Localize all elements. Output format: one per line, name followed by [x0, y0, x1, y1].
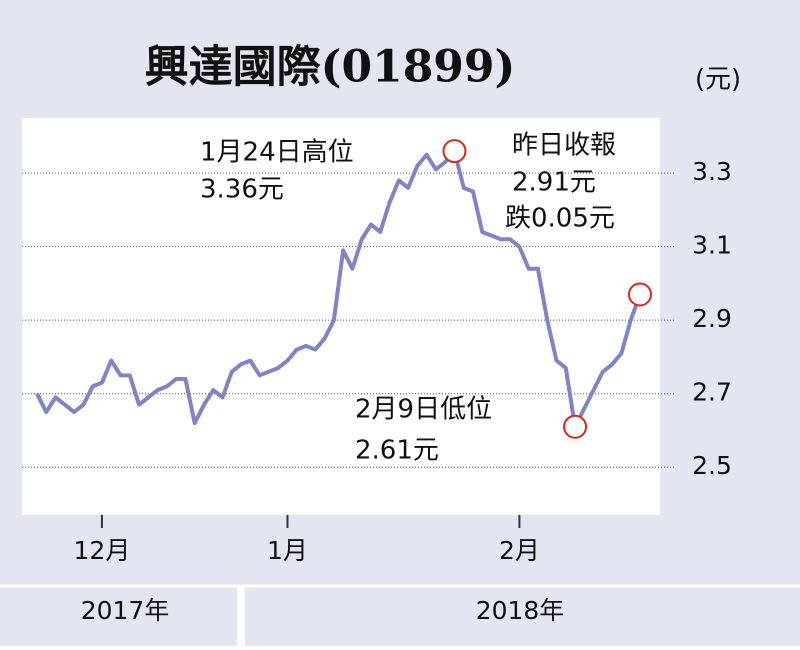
x-tick-label: 12月 — [74, 536, 131, 565]
unit-label: (元) — [695, 65, 741, 95]
plot-area — [22, 118, 660, 515]
x-tick-label: 2月 — [499, 536, 540, 565]
highlight-marker — [628, 282, 652, 307]
annotation: 1月24日高位 — [200, 138, 354, 168]
y-tick-label: 3.1 — [692, 231, 732, 260]
highlight-marker — [442, 139, 467, 164]
year-label: 2018年 — [476, 596, 565, 625]
x-tick-label: 1月 — [267, 536, 308, 565]
highlight-marker — [563, 414, 588, 439]
y-tick-label: 2.7 — [692, 378, 732, 407]
y-tick-label: 3.3 — [692, 157, 732, 186]
annotation: 3.36元 — [200, 175, 284, 205]
annotation: 2.61元 — [355, 436, 439, 466]
annotation: 2.91元 — [512, 168, 596, 198]
annotation: 2月9日低位 — [355, 395, 492, 425]
chart-title: 興達國際(01899) — [145, 42, 516, 93]
y-tick-label: 2.5 — [692, 451, 732, 480]
annotation: 跌0.05元 — [505, 204, 615, 234]
line — [35, 149, 642, 429]
year-label: 2017年 — [81, 596, 170, 625]
y-tick-label: 2.9 — [692, 304, 732, 333]
annotation: 昨日收報 — [512, 131, 616, 161]
